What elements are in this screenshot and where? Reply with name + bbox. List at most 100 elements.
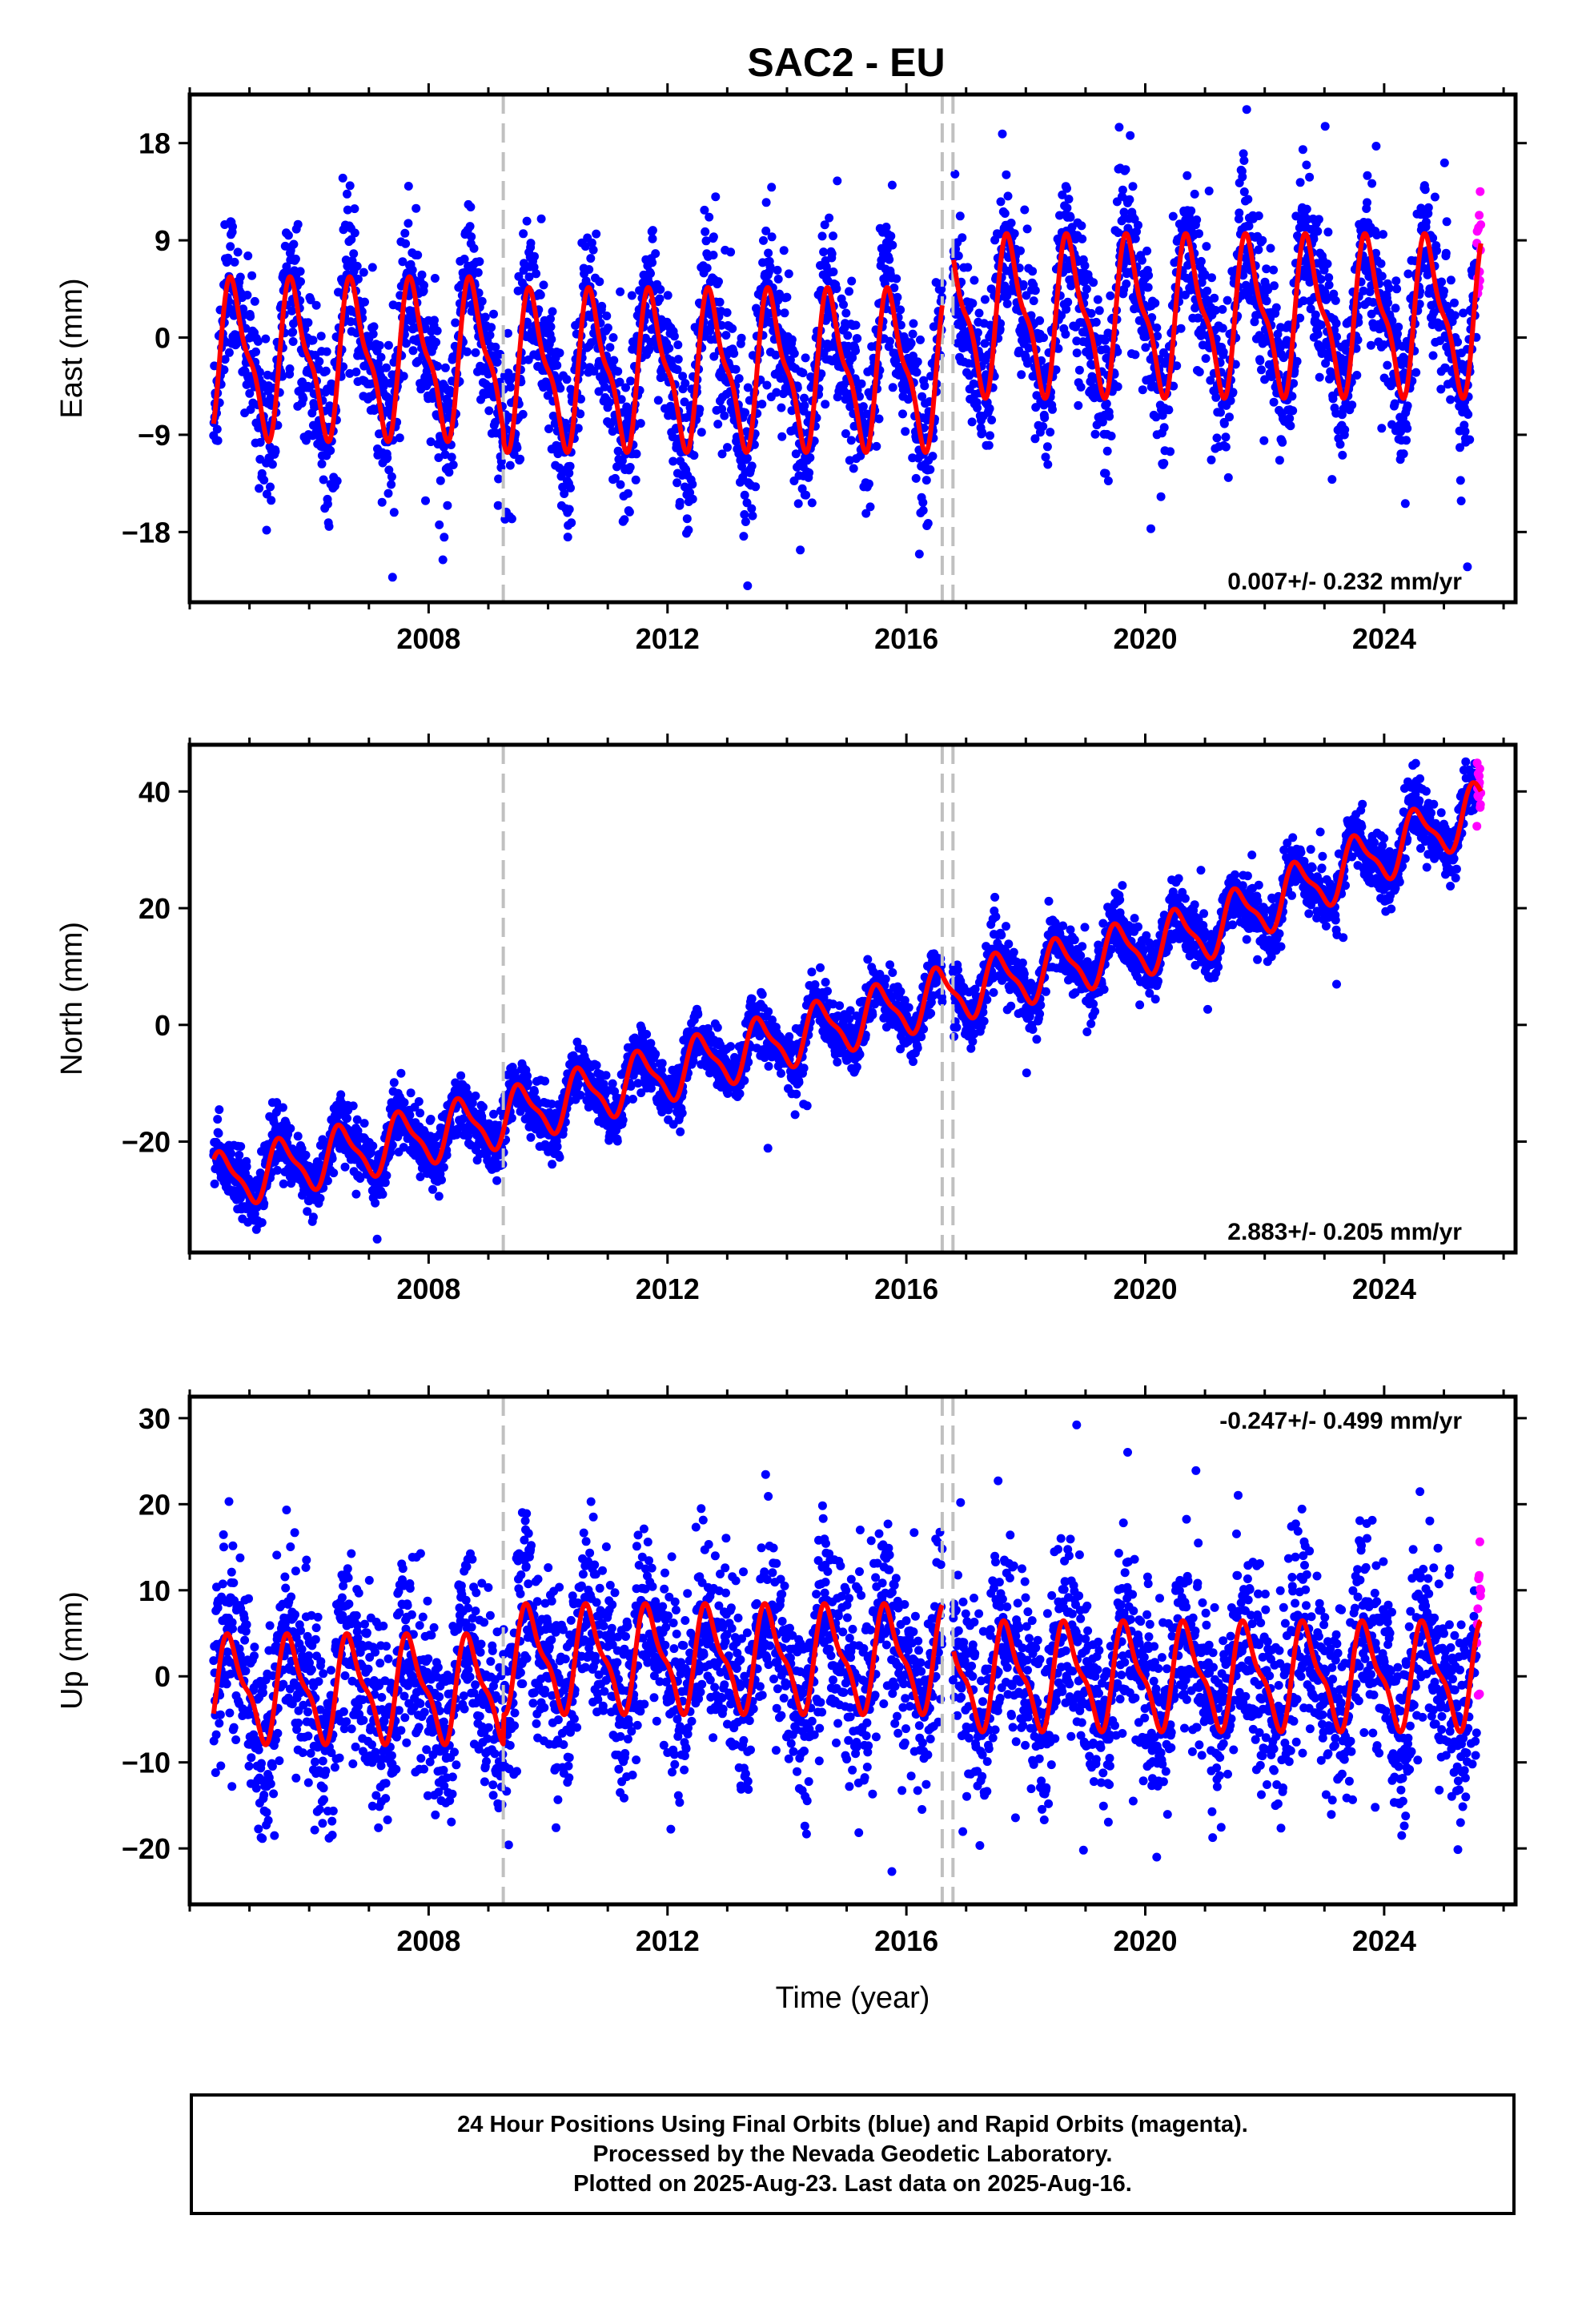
final-orbit-point: [713, 420, 723, 429]
final-orbit-point: [1335, 440, 1345, 449]
final-orbit-point: [487, 323, 496, 332]
final-orbit-point: [257, 1218, 267, 1228]
final-orbit-point: [1028, 267, 1038, 276]
final-orbit-point: [1403, 424, 1412, 433]
final-orbit-point: [1218, 304, 1227, 314]
final-orbit-point: [485, 331, 495, 340]
final-orbit-point: [689, 451, 699, 460]
final-orbit-point: [414, 1097, 424, 1106]
final-orbit-point: [343, 205, 352, 215]
final-orbit-point: [1114, 123, 1124, 132]
final-orbit-point: [1090, 429, 1100, 439]
final-orbit-point: [586, 254, 596, 263]
final-orbit-point: [372, 1234, 382, 1244]
final-orbit-point: [980, 295, 990, 304]
final-orbit-point: [779, 246, 789, 255]
final-orbit-point: [722, 308, 732, 317]
final-orbit-point: [1210, 293, 1219, 303]
final-orbit-point: [1262, 296, 1271, 306]
final-orbit-point: [1221, 442, 1231, 452]
final-orbit-point: [526, 239, 536, 248]
final-orbit-point: [613, 446, 623, 456]
final-orbit-point: [556, 384, 565, 393]
final-orbit-point: [1176, 324, 1186, 333]
final-orbit-point: [888, 383, 897, 392]
final-orbit-point: [1221, 432, 1231, 442]
final-orbit-point: [711, 192, 721, 202]
final-orbit-point: [283, 231, 293, 240]
final-orbit-point: [321, 366, 331, 376]
final-orbit-point: [400, 228, 410, 238]
final-orbit-point: [1144, 271, 1154, 280]
final-orbit-point: [255, 484, 264, 493]
final-orbit-point: [389, 508, 399, 517]
final-orbit-point: [377, 497, 387, 507]
final-orbit-point: [233, 247, 243, 257]
final-orbit-point: [969, 379, 978, 388]
final-orbit-point: [1102, 399, 1111, 408]
final-orbit-point: [1270, 281, 1279, 291]
final-orbit-point: [1377, 424, 1387, 433]
final-orbit-point: [624, 507, 634, 517]
final-orbit-point: [728, 324, 737, 333]
final-orbit-point: [747, 504, 757, 513]
final-orbit-point: [484, 406, 494, 416]
final-orbit-point: [1383, 360, 1392, 370]
final-orbit-point: [340, 1162, 350, 1172]
final-orbit-point: [720, 411, 729, 420]
final-orbit-point: [1038, 422, 1048, 431]
final-orbit-point: [301, 1150, 311, 1160]
final-orbit-point: [1142, 246, 1152, 255]
final-orbit-point: [1269, 397, 1279, 407]
final-orbit-point: [228, 222, 237, 231]
final-orbit-point: [1219, 348, 1228, 357]
final-orbit-point: [1363, 171, 1372, 180]
final-orbit-point: [306, 296, 315, 304]
final-orbit-point: [1456, 497, 1466, 505]
final-orbit-point: [908, 329, 917, 339]
final-orbit-point: [1017, 370, 1026, 380]
final-orbit-point: [817, 231, 827, 241]
x-tick-label: 2016: [874, 622, 938, 655]
final-orbit-point: [705, 212, 714, 222]
final-orbit-point: [721, 331, 731, 340]
final-orbit-point: [911, 473, 921, 483]
final-orbit-point: [436, 476, 445, 485]
final-orbit-point: [1292, 356, 1302, 366]
final-orbit-point: [1302, 204, 1311, 214]
final-orbit-point: [669, 332, 679, 341]
final-orbit-point: [1450, 298, 1459, 308]
final-orbit-point: [847, 276, 857, 286]
y-tick-label: 18: [139, 127, 171, 160]
final-orbit-point: [1239, 187, 1249, 196]
final-orbit-point: [580, 242, 590, 251]
final-orbit-point: [576, 409, 585, 419]
final-orbit-point: [437, 1175, 446, 1184]
final-orbit-point: [1311, 310, 1320, 320]
final-orbit-point: [477, 296, 487, 306]
final-orbit-point: [1430, 192, 1439, 202]
final-orbit-point: [1254, 211, 1263, 220]
final-orbit-point: [421, 496, 430, 505]
final-orbit-point: [1402, 436, 1411, 445]
final-orbit-point: [917, 392, 927, 401]
final-orbit-point: [522, 216, 532, 226]
final-orbit-point: [1327, 475, 1337, 485]
final-orbit-point: [491, 342, 500, 352]
final-orbit-point: [820, 220, 829, 230]
final-orbit-point: [546, 322, 556, 332]
final-orbit-point: [1439, 158, 1449, 167]
final-orbit-point: [332, 476, 342, 486]
final-orbit-point: [881, 223, 891, 231]
final-orbit-point: [1137, 255, 1146, 265]
final-orbit-point: [350, 204, 359, 214]
final-orbit-point: [315, 1193, 325, 1203]
final-orbit-point: [530, 1087, 539, 1096]
final-orbit-point: [762, 380, 772, 390]
final-orbit-point: [426, 1115, 436, 1124]
final-orbit-point: [214, 1128, 223, 1138]
final-orbit-point: [782, 292, 792, 302]
final-orbit-point: [420, 280, 428, 290]
final-orbit-point: [338, 173, 347, 183]
final-orbit-point: [616, 287, 625, 296]
